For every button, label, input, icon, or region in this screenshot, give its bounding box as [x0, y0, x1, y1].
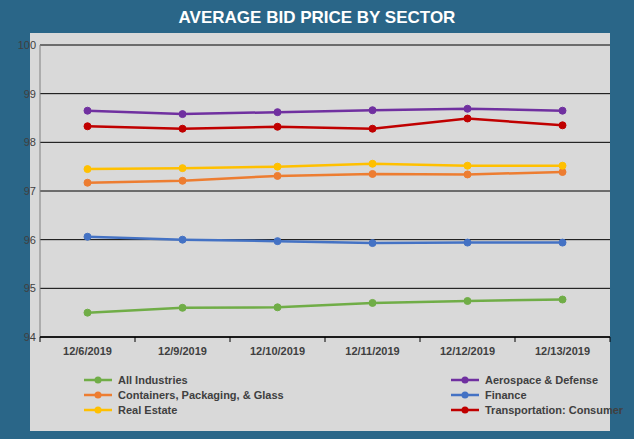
series-line: [88, 164, 563, 169]
series-marker: [369, 107, 376, 114]
series-marker: [274, 163, 281, 170]
grid-line: [40, 239, 610, 240]
panel: [30, 33, 610, 431]
x-tick-label: 12/10/2019: [250, 345, 305, 357]
series-marker: [84, 166, 91, 173]
series-marker: [464, 115, 471, 122]
legend-marker: [95, 377, 102, 384]
series-marker: [464, 171, 471, 178]
series-marker: [369, 299, 376, 306]
x-tick: [40, 337, 41, 342]
series-line: [88, 237, 563, 243]
series-marker: [84, 107, 91, 114]
series-marker: [84, 123, 91, 130]
grid-line: [40, 142, 610, 143]
series-marker: [369, 160, 376, 167]
x-tick-label: 12/12/2019: [440, 345, 495, 357]
series-line: [88, 109, 563, 114]
x-tick-label: 12/9/2019: [158, 345, 207, 357]
x-tick-label: 12/11/2019: [345, 345, 399, 357]
series-marker: [84, 309, 91, 316]
series-marker: [84, 233, 91, 240]
series-marker: [559, 122, 566, 129]
series-marker: [274, 172, 281, 179]
legend: All Industries Aerospace & Defense Contain…: [84, 374, 624, 416]
series-marker: [464, 105, 471, 112]
legend-label: Transportation: Consumer: [485, 404, 624, 416]
series-marker: [179, 111, 186, 118]
y-tick-label: 96: [24, 234, 36, 246]
grid-line: [40, 93, 610, 94]
legend-label: Containers, Packaging, & Glass: [118, 389, 284, 401]
series-marker: [179, 236, 186, 243]
legend-marker: [95, 392, 102, 399]
legend-marker: [462, 377, 469, 384]
series-line: [88, 300, 563, 313]
y-tick-label: 95: [24, 282, 36, 294]
series-marker: [464, 297, 471, 304]
series-marker: [559, 107, 566, 114]
legend-label: Finance: [485, 389, 527, 401]
series-marker: [179, 304, 186, 311]
y-tick-label: 99: [24, 88, 36, 100]
legend-label: Aerospace & Defense: [485, 374, 598, 386]
plot-area: [40, 45, 610, 337]
series-marker: [274, 238, 281, 245]
grid-line: [40, 45, 610, 46]
legend-label: All Industries: [118, 374, 188, 386]
x-tick: [230, 337, 231, 342]
series-marker: [369, 170, 376, 177]
series-marker: [369, 125, 376, 132]
title: AVERAGE BID PRICE BY SECTOR: [179, 8, 456, 27]
series-marker: [559, 296, 566, 303]
x-tick: [610, 337, 611, 342]
y-tick-label: 94: [24, 331, 36, 343]
series-marker: [464, 239, 471, 246]
legend-label: Real Estate: [118, 404, 177, 416]
grid-line: [40, 288, 610, 289]
series-marker: [559, 162, 566, 169]
series-group: [84, 105, 566, 316]
series-marker: [179, 165, 186, 172]
x-tick-label: 12/13/2019: [535, 345, 590, 357]
series-line: [88, 118, 563, 128]
x-tick: [325, 337, 326, 342]
y-tick-label: 100: [18, 39, 36, 51]
series-marker: [274, 304, 281, 311]
series-marker: [84, 179, 91, 186]
series-line: [88, 172, 563, 183]
y-tick-label: 98: [24, 136, 36, 148]
series-marker: [274, 109, 281, 116]
x-tick: [135, 337, 136, 342]
chart: AVERAGE BID PRICE BY SECTOR 94 95 96 97 98 99 1…: [0, 0, 634, 439]
y-tick-label: 97: [24, 185, 36, 197]
legend-marker: [462, 392, 469, 399]
series-marker: [179, 177, 186, 184]
series-marker: [464, 162, 471, 169]
grid-line: [40, 191, 610, 192]
x-tick: [420, 337, 421, 342]
series-marker: [559, 239, 566, 246]
series-marker: [179, 125, 186, 132]
series-marker: [369, 240, 376, 247]
x-tick: [515, 337, 516, 342]
x-tick-label: 12/6/2019: [63, 345, 112, 357]
series-marker: [274, 123, 281, 130]
legend-marker: [462, 407, 469, 414]
y-axis: [40, 45, 41, 337]
legend-marker: [95, 407, 102, 414]
